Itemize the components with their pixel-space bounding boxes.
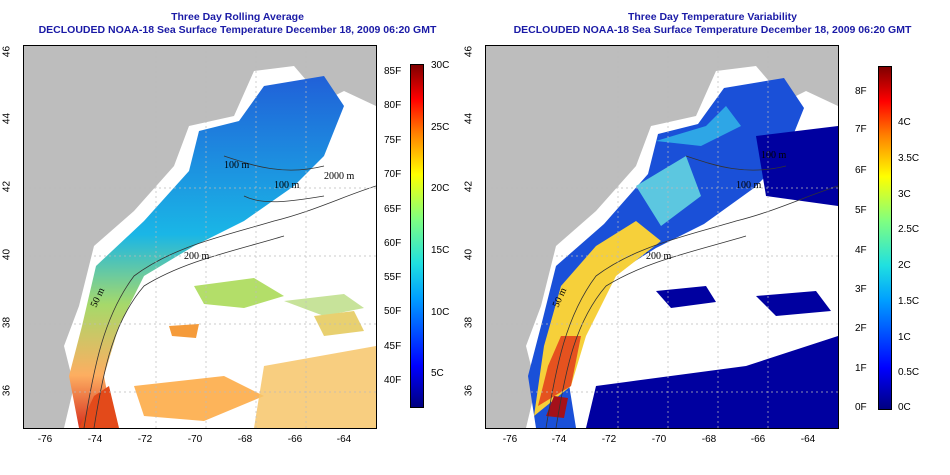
left-title-line1: Three Day Rolling Average [171, 11, 304, 23]
f-label: 4F [855, 245, 867, 256]
c-label: 10C [431, 307, 450, 318]
f-label: 85F [384, 66, 402, 77]
contour-label: 100 m [274, 180, 300, 191]
lat-tick: 42 [1, 180, 13, 193]
right-title-line2: DECLOUDED NOAA-18 Sea Surface Temperatur… [513, 24, 912, 36]
lon-tick: -70 [651, 434, 667, 445]
lat-tick: 44 [463, 112, 475, 125]
f-label: 65F [384, 204, 402, 215]
left-map-graphic: 100 m 100 m 2000 m 200 m 50 m [24, 46, 376, 428]
c-label: 0C [898, 402, 911, 413]
f-label: 80F [384, 100, 402, 111]
f-label: 3F [855, 284, 867, 295]
c-label: 5C [431, 368, 444, 379]
lon-tick: -76 [502, 434, 518, 445]
lon-tick: -64 [336, 434, 352, 445]
f-label: 1F [855, 363, 867, 374]
f-label: 70F [384, 169, 402, 180]
c-label: 20C [431, 183, 450, 194]
lat-tick: 40 [463, 248, 475, 261]
f-label: 75F [384, 135, 402, 146]
lon-tick: -68 [701, 434, 717, 445]
lat-tick: 36 [1, 384, 13, 397]
f-label: 6F [855, 165, 867, 176]
f-label: 0F [855, 402, 867, 413]
f-label: 7F [855, 124, 867, 135]
lat-tick: 46 [463, 45, 475, 58]
lon-tick: -74 [551, 434, 567, 445]
lon-tick: -70 [187, 434, 203, 445]
left-title-line2: DECLOUDED NOAA-18 Sea Surface Temperatur… [38, 24, 437, 36]
left-colorbar [410, 64, 424, 408]
variability-coastal [528, 78, 804, 428]
f-label: 2F [855, 323, 867, 334]
lon-tick: -66 [287, 434, 303, 445]
c-label: 2C [898, 260, 911, 271]
f-label: 55F [384, 272, 402, 283]
lat-tick: 38 [1, 316, 13, 329]
lat-tick: 46 [1, 45, 13, 58]
contour-label: 200 m [646, 251, 672, 262]
lat-tick: 38 [463, 316, 475, 329]
sst-coastal [69, 76, 344, 428]
lat-tick: 36 [463, 384, 475, 397]
lon-tick: -66 [750, 434, 766, 445]
f-label: 45F [384, 341, 402, 352]
lon-tick: -76 [37, 434, 53, 445]
f-label: 5F [855, 205, 867, 216]
c-label: 1C [898, 332, 911, 343]
contour-label: 100 m [224, 160, 250, 171]
contour-label: 100 m [761, 150, 787, 161]
c-label: 4C [898, 117, 911, 128]
land-mass [24, 46, 376, 428]
c-label: 2.5C [898, 224, 920, 235]
right-title-line1: Three Day Temperature Variability [627, 11, 798, 23]
c-label: 25C [431, 122, 450, 133]
lon-tick: -72 [137, 434, 153, 445]
lat-tick: 40 [1, 248, 13, 261]
c-label: 15C [431, 245, 450, 256]
land-mass [486, 46, 838, 428]
lon-tick: -72 [601, 434, 617, 445]
c-label: 0.5C [898, 367, 920, 378]
f-label: 60F [384, 238, 402, 249]
lat-tick: 44 [1, 112, 13, 125]
c-label: 3.5C [898, 153, 920, 164]
right-colorbar [878, 66, 892, 410]
lon-tick: -74 [87, 434, 103, 445]
left-map: 100 m 100 m 2000 m 200 m 50 m [23, 45, 377, 429]
c-label: 1.5C [898, 296, 920, 307]
contour-label: 100 m [736, 180, 762, 191]
c-label: 3C [898, 189, 911, 200]
lon-tick: -64 [800, 434, 816, 445]
lat-tick: 42 [463, 180, 475, 193]
contour-label: 200 m [184, 251, 210, 262]
f-label: 8F [855, 86, 867, 97]
right-map-graphic: 100 m 100 m 200 m 50 m [486, 46, 838, 428]
right-map: 100 m 100 m 200 m 50 m [485, 45, 839, 429]
lon-tick: -68 [237, 434, 253, 445]
f-label: 50F [384, 306, 402, 317]
f-label: 40F [384, 375, 402, 386]
c-label: 30C [431, 60, 450, 71]
contour-label: 2000 m [324, 171, 355, 182]
